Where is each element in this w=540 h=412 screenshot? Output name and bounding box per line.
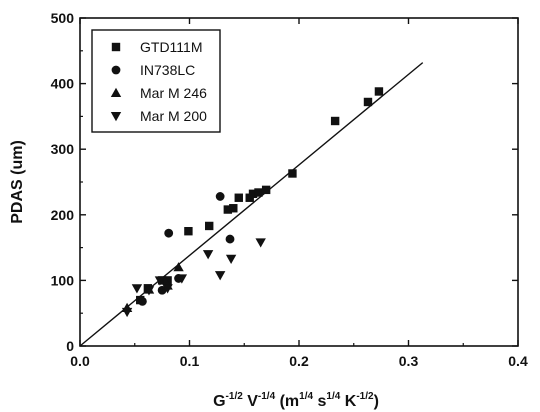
data-point (288, 169, 297, 178)
data-point (363, 97, 373, 107)
data-point (176, 274, 188, 284)
x-label-v: V (247, 393, 258, 410)
series-triangle-down (121, 238, 266, 318)
legend-label: IN738LC (140, 62, 195, 78)
y-axis-label: PDAS (um) (9, 140, 26, 224)
legend: GTD111M IN738LC Mar M 246 Mar M 200 (91, 29, 221, 133)
x-tick-label: 0.2 (289, 353, 309, 369)
legend-marker (110, 112, 122, 122)
data-point (234, 193, 243, 202)
data-point (164, 228, 174, 238)
x-label-m-exp: 1/4 (299, 391, 313, 402)
x-axis-label: G-1/2 V-1/4 (m1/4 s1/4 K-1/2) (213, 391, 379, 410)
data-point (225, 254, 237, 264)
data-point (225, 234, 235, 244)
y-tick-label: 500 (51, 10, 75, 26)
x-label-v-exp: -1/4 (258, 391, 276, 402)
x-tick-label: 0.0 (70, 353, 90, 369)
data-point (143, 286, 155, 296)
data-point (255, 238, 266, 248)
data-point (254, 188, 263, 197)
y-tick-label: 400 (51, 76, 75, 92)
y-tick-label: 300 (51, 141, 75, 157)
legend-marker (111, 42, 121, 52)
data-point (330, 116, 340, 126)
data-point (202, 250, 214, 260)
data-point (248, 189, 258, 199)
x-tick-label: 0.3 (399, 353, 419, 369)
data-point (374, 87, 384, 96)
data-point (162, 284, 173, 294)
data-point (223, 205, 233, 214)
data-point (163, 276, 172, 285)
x-label-k-exp: -1/2 (356, 391, 374, 402)
data-point (214, 271, 226, 281)
legend-label: GTD111M (140, 39, 203, 55)
x-label-units-close: ) (374, 393, 379, 410)
x-label-g-exp: -1/2 (226, 391, 244, 402)
data-point (261, 185, 271, 195)
y-tick-label: 100 (51, 272, 75, 288)
y-tick-label: 0 (66, 338, 74, 354)
data-points (121, 87, 384, 318)
x-tick-label: 0.4 (508, 353, 528, 369)
data-point (215, 192, 225, 201)
data-point (154, 276, 166, 286)
data-point (205, 221, 214, 231)
x-label-s: s (318, 393, 327, 410)
legend-marker (110, 87, 122, 97)
data-point (131, 284, 143, 294)
legend-marker (111, 65, 121, 75)
x-label-s-exp: 1/4 (326, 391, 340, 402)
data-point (184, 227, 193, 236)
x-label-units-open: (m (280, 393, 300, 410)
y-tick-label: 200 (51, 207, 75, 223)
legend-label: Mar M 200 (140, 108, 207, 124)
data-point (138, 296, 147, 306)
x-label-base: G (213, 393, 225, 410)
x-label-k: K (345, 393, 357, 410)
data-point (173, 262, 184, 272)
x-tick-label: 0.1 (180, 353, 200, 369)
legend-label: Mar M 246 (140, 85, 207, 101)
axis-ticks: 0.0 0.1 0.2 0.3 0.4 0 100 200 300 400 500 (51, 10, 528, 369)
data-point (229, 204, 238, 213)
data-point (121, 307, 133, 318)
